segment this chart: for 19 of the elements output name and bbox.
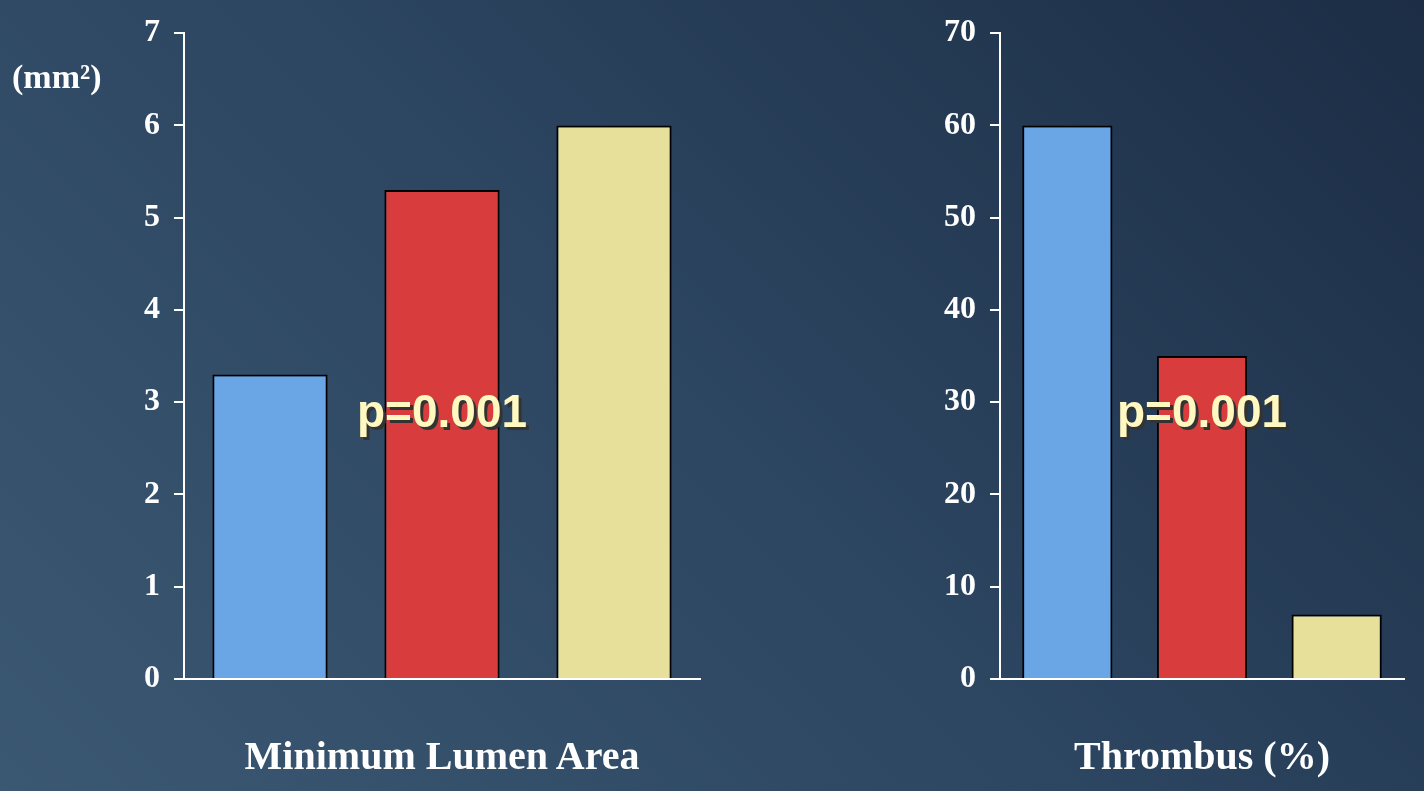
y-tick-label: 70 [944,12,976,49]
y-tick-label: 0 [960,658,976,695]
y-axis-title: (mm²) [12,58,102,96]
y-tick-label: 0 [144,658,160,695]
y-tick-label: 3 [144,381,160,418]
x-axis-title: Minimum Lumen Area [244,733,640,779]
y-tick-label: 40 [944,289,976,326]
y-tick-label: 30 [944,381,976,418]
x-axis-title: Thrombus (%) [1074,733,1330,779]
y-tick-label: 10 [944,566,976,603]
y-tick-label: 5 [144,196,160,233]
y-tick-label: 1 [144,566,160,603]
y-tick-label: 50 [944,196,976,233]
y-tick-label: 4 [144,289,160,326]
y-tick-label: 2 [144,473,160,510]
y-tick-label: 6 [144,104,160,141]
y-tick-label: 20 [944,473,976,510]
y-tick-label: 60 [944,104,976,141]
y-tick-label: 7 [144,12,160,49]
